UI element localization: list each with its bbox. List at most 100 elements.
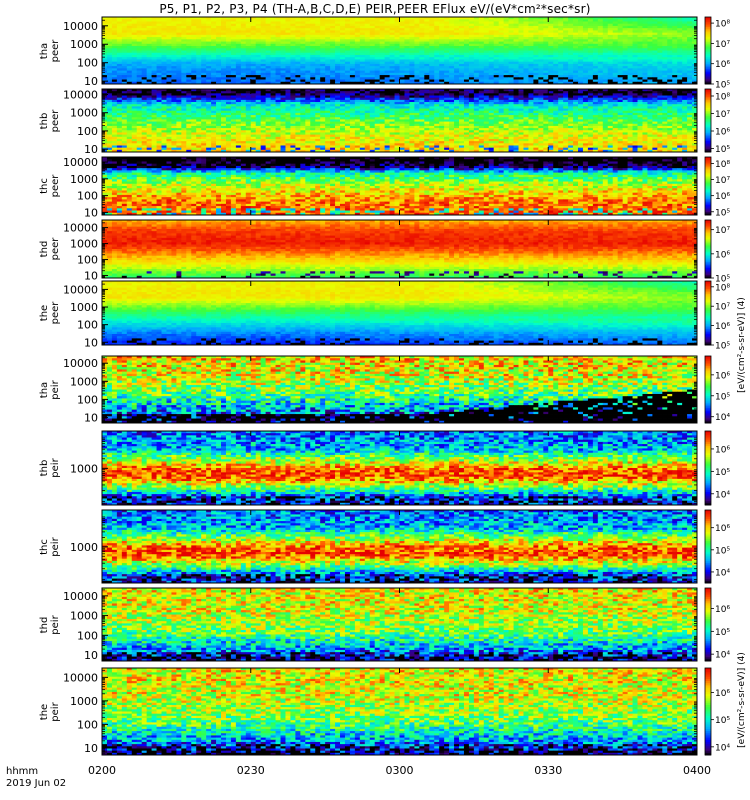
x-tick-label: 0400 [683, 764, 711, 777]
colorbar-tick-label: 10⁶ [715, 250, 730, 260]
colorbar-thd_peer: 10⁵ 10⁶ 10⁷ [704, 219, 730, 285]
y-tick-label: 100 [77, 629, 98, 642]
colorbar-tick-label: 10⁶ [715, 689, 730, 699]
spectrogram-tha_peir [102, 356, 698, 424]
y-tick-label: 1000 [70, 541, 98, 554]
colorbar-tick-label: 10⁵ [715, 628, 730, 638]
colorbar-tick-label: 10⁶ [715, 445, 730, 455]
colorbar-tick-label: 10⁵ [715, 468, 730, 478]
y-tick-label: 100 [77, 254, 98, 267]
colorbar-tick-label: 10⁴ [715, 651, 730, 661]
y-tick-label: 1000 [70, 173, 98, 186]
panel-thc_peir: 1000 10⁴ 10⁵ 10⁶ [70, 509, 730, 584]
y-tick-label: 100 [77, 393, 98, 406]
x-tick-label: 0330 [534, 764, 562, 777]
colorbar-tick-label: 10⁸ [715, 20, 730, 30]
spectrogram-thb_peer [102, 89, 698, 153]
panel-thb_peer: 10 100 1000 10000 10⁵ 10⁶ 10⁷ 10⁸ [63, 88, 730, 156]
y-tick-label: 10 [84, 206, 98, 219]
panel-label-the_peer: the peer [39, 283, 61, 343]
colorbar-tick-label: 10⁵ [715, 546, 730, 556]
panel-thb_peir: 1000 10⁴ 10⁵ 10⁶ [70, 430, 730, 506]
panel-label-tha_peir: tha peir [39, 360, 61, 420]
colorbar-thb_peer: 10⁵ 10⁶ 10⁷ 10⁸ [704, 88, 730, 155]
colorbar-tick-label: 10⁴ [715, 413, 730, 423]
colorbar-tick-label: 10⁷ [715, 110, 730, 120]
y-tick-label: 10000 [63, 357, 98, 370]
panel-thd_peer: 10 100 1000 10000 10⁵ 10⁶ 10⁷ [63, 219, 730, 285]
x-tick-label: 0300 [386, 764, 414, 777]
y-tick-label: 1000 [70, 238, 98, 251]
colorbar-tick-label: 10⁷ [715, 226, 730, 236]
panel-label-thd_peir: thd peir [39, 595, 61, 655]
y-tick-label: 1000 [70, 462, 98, 475]
colorbar-thc_peer: 10⁵ 10⁶ 10⁷ 10⁸ [704, 156, 730, 218]
colorbar-the_peer: 10⁵ 10⁶ 10⁷ 10⁸ [704, 280, 730, 352]
colorbar-tick-label: 10⁵ [715, 392, 730, 402]
y-tick-label: 100 [77, 319, 98, 332]
y-tick-label: 1000 [70, 301, 98, 314]
colorbar-tick-label: 10⁵ [715, 275, 730, 285]
y-tick-label: 10 [84, 270, 98, 283]
spectrogram-thd_peir [102, 588, 698, 662]
colorbar-label-peir: [eV/(cm²-s-sr-eV)] (4) [737, 652, 747, 748]
colorbar-tick-label: 10⁶ [715, 371, 730, 381]
colorbar-tha_peir: 10⁴ 10⁵ 10⁶ [704, 355, 730, 424]
spectrogram-the_peir [102, 668, 698, 756]
colorbar-tick-label: 10⁸ [715, 283, 730, 293]
panel-tha_peer: 10 100 1000 10000 10⁵ 10⁶ 10⁷ 10⁸ [63, 16, 730, 91]
colorbar-tick-label: 10⁸ [715, 93, 730, 103]
colorbar-the_peir: 10⁴ 10⁵ 10⁶ [704, 667, 730, 756]
panel-label-thb_peer: thb peer [39, 91, 61, 151]
colorbar-tick-label: 10⁶ [715, 128, 730, 138]
y-tick-label: 10000 [63, 590, 98, 603]
time-axis-label: hhmm [6, 766, 38, 777]
colorbar-tick-label: 10⁸ [715, 160, 730, 170]
colorbar-tick-label: 10⁵ [715, 716, 730, 726]
y-tick-label: 10000 [63, 20, 98, 33]
panel-label-thc_peer: thc peer [39, 156, 61, 216]
spectrogram-thb_peir [102, 431, 698, 506]
colorbar-tick-label: 10⁶ [715, 322, 730, 332]
panel-thd_peir: 10 100 1000 10000 10⁴ 10⁵ 10⁶ [63, 587, 730, 662]
panel-label-tha_peer: tha peer [39, 21, 61, 81]
panel-label-the_peir: the peir [39, 682, 61, 742]
colorbar-tick-label: 10⁵ [715, 81, 730, 91]
y-tick-label: 1000 [70, 610, 98, 623]
spectrogram-thc_peir [102, 510, 698, 584]
panel-tha_peir: 10 100 1000 10000 10⁴ 10⁵ 10⁶ [63, 355, 730, 425]
x-tick-label: 0230 [237, 764, 265, 777]
spectrogram-tha_peer [102, 17, 698, 85]
colorbar-tick-label: 10⁴ [715, 568, 730, 578]
y-tick-label: 10 [84, 143, 98, 156]
colorbar-tick-label: 10⁵ [715, 208, 730, 218]
colorbar-tick-label: 10⁷ [715, 176, 730, 186]
y-tick-label: 10 [84, 336, 98, 349]
y-tick-label: 10 [84, 649, 98, 662]
y-tick-label: 1000 [70, 695, 98, 708]
panel-the_peer: 10 100 1000 10000 10⁵ 10⁶ 10⁷ 10⁸ [63, 280, 730, 352]
y-tick-label: 1000 [70, 107, 98, 120]
y-tick-label: 100 [77, 190, 98, 203]
colorbar-thc_peir: 10⁴ 10⁵ 10⁶ [704, 509, 730, 584]
panel-label-thd_peer: thd peer [39, 219, 61, 279]
colorbar-tick-label: 10⁵ [715, 145, 730, 155]
x-tick-label: 0200 [88, 764, 116, 777]
spectrogram-thc_peer [102, 157, 698, 216]
panel-label-thb_peir: thb peir [39, 438, 61, 498]
date-label: 2019 Jun 02 [6, 778, 66, 789]
colorbar-tick-label: 10⁶ [715, 524, 730, 534]
y-tick-label: 10000 [63, 222, 98, 235]
spectrogram-the_peer [102, 281, 698, 346]
colorbar-tick-label: 10⁴ [715, 743, 730, 753]
panel-thc_peer: 10 100 1000 10000 10⁵ 10⁶ 10⁷ 10⁸ [63, 156, 730, 219]
colorbar-thb_peir: 10⁴ 10⁵ 10⁶ [704, 430, 730, 506]
colorbar-tick-label: 10⁶ [715, 192, 730, 202]
colorbar-tick-label: 10⁷ [715, 40, 730, 50]
colorbar-tick-label: 10⁷ [715, 303, 730, 313]
y-tick-label: 10000 [63, 156, 98, 169]
chart-title: P5, P1, P2, P3, P4 (TH-A,B,C,D,E) PEIR,P… [0, 2, 750, 16]
y-tick-label: 10 [84, 742, 98, 755]
colorbar-tick-label: 10⁵ [715, 342, 730, 352]
colorbar-tick-label: 10⁶ [715, 60, 730, 70]
